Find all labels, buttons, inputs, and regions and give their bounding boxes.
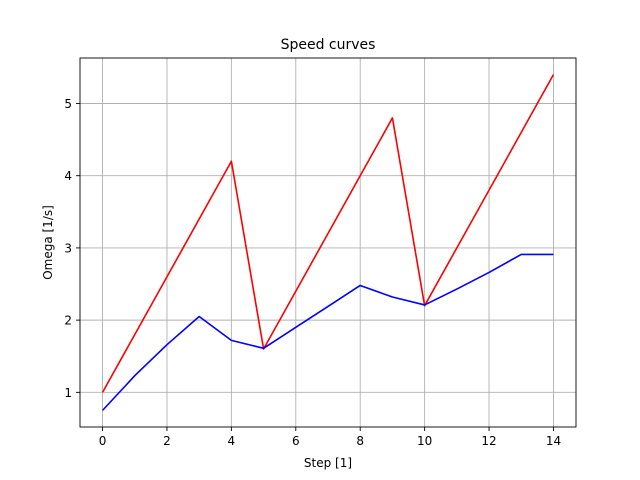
chart-title: Speed curves <box>281 37 376 53</box>
x-tick-label: 12 <box>481 434 496 448</box>
y-tick-label: 5 <box>64 97 72 111</box>
plot-frame <box>79 57 577 428</box>
grid <box>80 58 576 427</box>
y-tick-label: 4 <box>64 169 72 183</box>
x-tick-label: 4 <box>228 434 236 448</box>
x-axis-label: Step [1] <box>304 456 352 470</box>
series-line-1 <box>101 74 555 393</box>
y-tick-label: 3 <box>64 241 72 255</box>
x-tick-label: 14 <box>546 434 561 448</box>
x-tick-label: 8 <box>356 434 364 448</box>
x-tick-label: 2 <box>163 434 171 448</box>
y-tick-label: 2 <box>64 314 72 328</box>
y-tick-label: 1 <box>64 386 72 400</box>
series-line-2 <box>101 253 554 411</box>
x-tick-label: 10 <box>417 434 432 448</box>
y-axis-label: Omega [1/s] <box>41 205 55 280</box>
series-layer <box>101 74 555 411</box>
x-tick-label: 6 <box>292 434 300 448</box>
x-tick-label: 0 <box>99 434 107 448</box>
